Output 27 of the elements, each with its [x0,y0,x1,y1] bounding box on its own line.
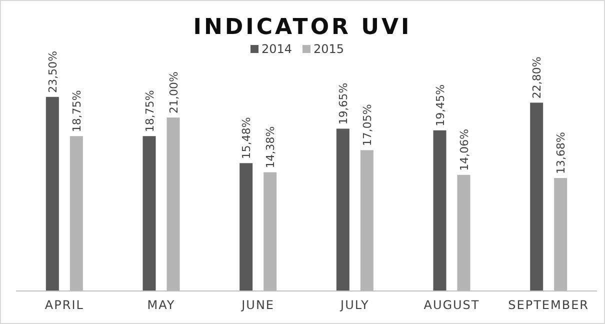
legend-label: 2015 [314,42,344,56]
legend-label: 2014 [262,42,292,56]
data-label: 19,65% [336,82,350,125]
data-label: 14,06% [458,128,471,171]
x-tick-label: JULY [340,298,370,312]
chart-title: INDICATOR UVI [193,15,412,40]
x-tick-label: APRIL [44,298,84,312]
data-label: 18,75% [70,90,84,132]
bar [433,130,446,291]
data-label: 14,38% [264,126,278,168]
data-label: 15,48% [240,117,254,160]
data-label: 17,05% [360,104,374,146]
bar [336,128,350,291]
x-tick-label: JUNE [240,298,275,312]
data-label: 13,68% [554,132,568,174]
bar [142,136,156,291]
data-label: 19,45% [434,84,447,126]
data-label: 23,50% [46,50,60,93]
x-tick-label: AUGUST [424,298,480,312]
bar [240,163,253,291]
data-label: 21,00% [167,72,180,114]
bar [46,96,59,291]
x-tick-label: MAY [147,298,176,312]
x-tick-label: SEPTEMBER [508,298,590,312]
data-label: 22,80% [530,56,544,99]
data-label: 18,75% [143,90,156,132]
bar [530,102,544,291]
